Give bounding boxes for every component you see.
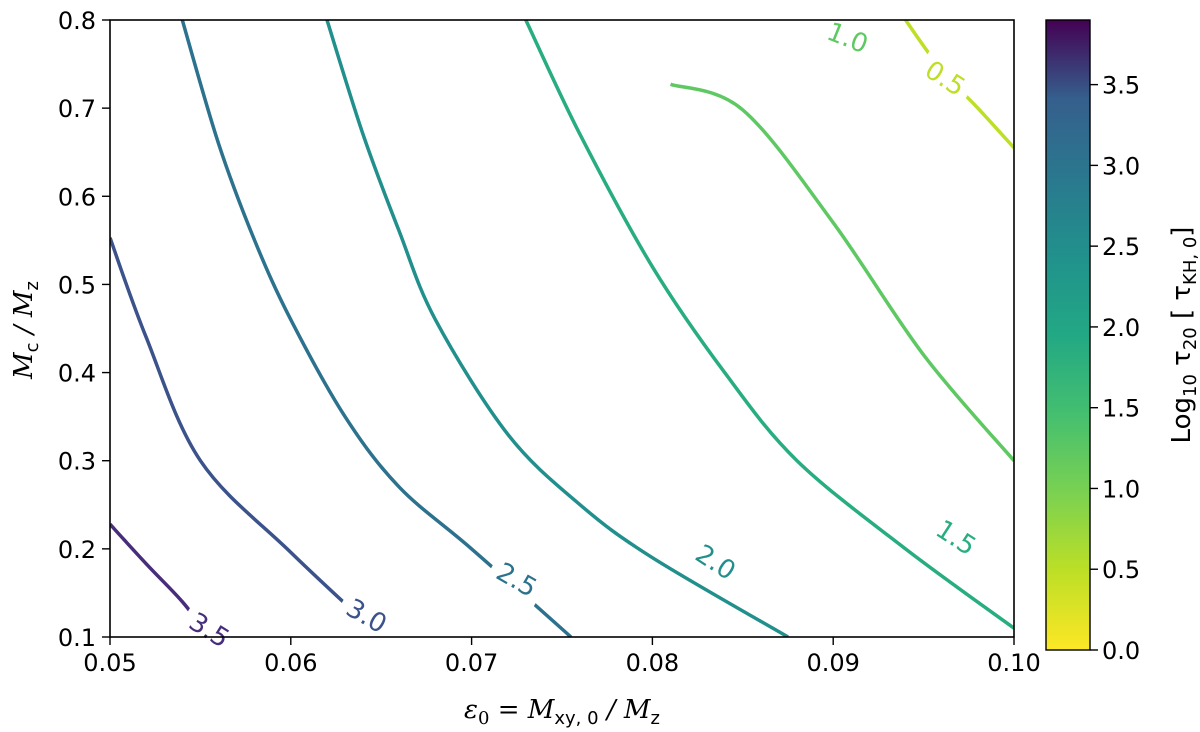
contour-line-1-0	[669, 82, 1014, 462]
y-tick-label: 0.3	[58, 448, 96, 476]
x-tick-label: 0.09	[806, 649, 859, 677]
y-tick-label: 0.7	[58, 95, 96, 123]
x-tick-label: 0.06	[264, 649, 317, 677]
colorbar-tick-label: 3.5	[1102, 72, 1140, 100]
contour-line-1-5	[524, 20, 1014, 630]
x-axis-title: ε0 = Mxy, 0 / Mz	[464, 695, 660, 729]
contour-line-2-0	[325, 20, 789, 637]
y-tick-label: 0.8	[58, 7, 96, 35]
plot-frame	[109, 19, 1015, 638]
colorbar-tick-label: 3.0	[1102, 152, 1140, 180]
x-tick-label: 0.05	[83, 649, 136, 677]
y-tick-label: 0.1	[58, 624, 96, 652]
colorbar-tick-label: 2.5	[1102, 233, 1140, 261]
colorbar-tick-label: 1.0	[1102, 475, 1140, 503]
y-tick-label: 0.6	[58, 183, 96, 211]
y-tick-label: 0.2	[58, 536, 96, 564]
colorbar-tick-label: 1.5	[1102, 395, 1140, 423]
x-axis: 0.05 0.06 0.07 0.08 0.09 0.10	[83, 637, 1041, 677]
contour-line-3-0	[110, 237, 383, 637]
x-tick-label: 0.08	[626, 649, 679, 677]
colorbar-title: Log10 τ20 [ τKH, 0]	[1167, 227, 1200, 444]
colorbar-axis: 0.0 0.5 1.0 1.5 2.0 2.5 3.0 3.5	[1090, 72, 1140, 665]
colorbar-tick-label: 2.0	[1102, 314, 1140, 342]
colorbar	[1045, 19, 1091, 651]
contour-line-2-5	[180, 20, 573, 637]
colorbar-tick-label: 0.0	[1102, 637, 1140, 665]
colorbar-tick-label: 0.5	[1102, 556, 1140, 584]
y-tick-label: 0.4	[58, 360, 96, 388]
y-axis-title: Mc / Mz	[9, 281, 43, 380]
y-axis: 0.1 0.2 0.3 0.4 0.5 0.6 0.7 0.8	[58, 7, 110, 652]
x-tick-label: 0.07	[445, 649, 498, 677]
y-tick-label: 0.5	[58, 271, 96, 299]
contour-lines	[110, 20, 1014, 637]
x-tick-label: 0.10	[987, 649, 1040, 677]
